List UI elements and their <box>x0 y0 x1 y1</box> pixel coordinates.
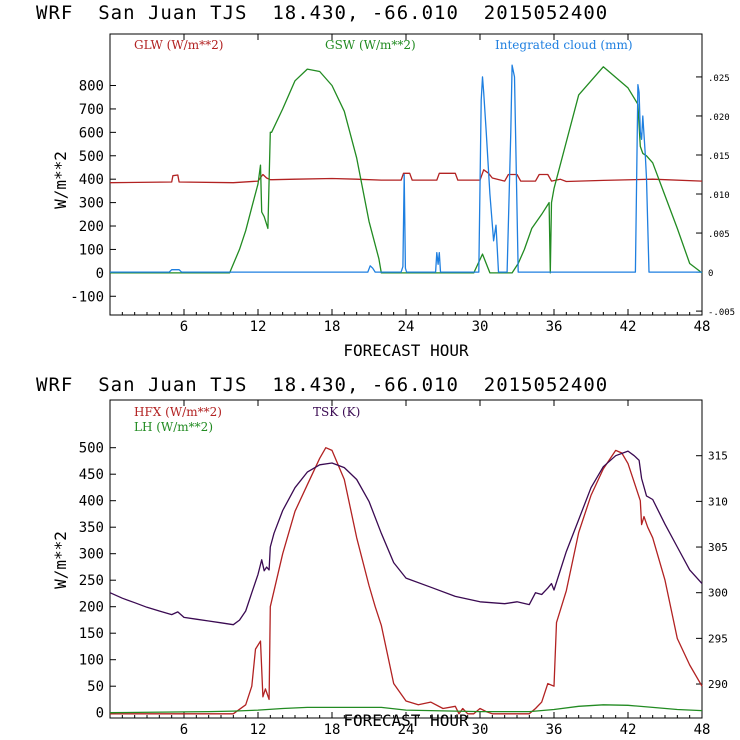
y-tick-label: 300 <box>79 196 104 212</box>
legend-glw: GLW (W/m**2) <box>134 38 223 52</box>
x-tick-label: 24 <box>398 319 415 335</box>
series-line-2 <box>110 64 702 273</box>
y-axis-label: W/m**2 <box>51 531 70 589</box>
axis-ticks: 6 12 18 24 30 36 42 48 0 50 100 150 200 250 300 350 400 4… <box>79 400 728 738</box>
chart-title-bottom: WRF San Juan TJS 18.430, -66.010 2015052… <box>36 374 609 396</box>
series-line-0 <box>109 169 703 184</box>
y-tick-label: 300 <box>79 547 104 563</box>
series-group <box>109 64 703 274</box>
legend-hfx: HFX (W/m**2) <box>134 405 222 419</box>
plot-frame <box>109 399 703 719</box>
x-tick-label: 6 <box>180 722 188 738</box>
legend-tsk: TSK (K) <box>313 405 360 419</box>
y-tick-label: 150 <box>79 626 104 642</box>
x-tick-label: 12 <box>250 319 267 335</box>
y-tick-label: 50 <box>87 679 104 695</box>
series-line-2 <box>109 450 703 626</box>
y-tick-label: 400 <box>79 172 104 188</box>
series-line-1 <box>109 704 703 714</box>
y2-tick-label: .010 <box>708 191 730 201</box>
y2-tick-label: 0 <box>708 269 713 279</box>
y-tick-label: 0 <box>96 266 104 282</box>
x-axis-label: FORECAST HOUR <box>343 711 469 730</box>
y-tick-label: 200 <box>79 219 104 235</box>
y-tick-label: 450 <box>79 467 104 483</box>
y2-tick-label: 315 <box>708 450 728 463</box>
x-tick-label: 42 <box>620 722 637 738</box>
x-tick-label: 42 <box>620 319 637 335</box>
x-tick-label: 30 <box>472 722 489 738</box>
y2-tick-label: 300 <box>708 587 728 600</box>
y-tick-label: 200 <box>79 600 104 616</box>
y2-tick-label: .015 <box>708 152 730 162</box>
x-tick-label: 12 <box>250 722 267 738</box>
series-line-1 <box>110 66 703 274</box>
x-tick-label: 6 <box>180 319 188 335</box>
legend-cloud: Integrated cloud (mm) <box>495 38 633 52</box>
y2-tick-label: 310 <box>708 495 728 508</box>
y-tick-label: 800 <box>79 79 104 95</box>
y-tick-label: 600 <box>79 125 104 141</box>
series-line-0 <box>110 447 703 715</box>
y2-tick-label: .025 <box>708 74 730 84</box>
series-group <box>109 447 703 715</box>
x-tick-label: 36 <box>546 722 563 738</box>
chart-title-top: WRF San Juan TJS 18.430, -66.010 2015052… <box>36 2 609 24</box>
x-tick-label: 18 <box>324 722 341 738</box>
y-tick-label: 0 <box>96 706 104 722</box>
y2-tick-label: 295 <box>708 632 728 645</box>
legend-gsw: GSW (W/m**2) <box>325 38 416 52</box>
y-tick-label: 100 <box>79 242 104 258</box>
x-tick-label: 36 <box>546 319 563 335</box>
x-axis-label: FORECAST HOUR <box>343 341 469 360</box>
x-tick-label: 18 <box>324 319 341 335</box>
chart-bottom: 6 12 18 24 30 36 42 48 0 50 100 150 200 250 300 350 400 4… <box>51 399 728 738</box>
y-tick-label: 250 <box>79 573 104 589</box>
y-tick-label: 400 <box>79 494 104 510</box>
y-tick-label: 100 <box>79 653 104 669</box>
axis-ticks: 6 12 18 24 30 36 42 48 -100 0 100 200 300 400 500 600 70… <box>70 34 735 335</box>
x-tick-label: 30 <box>472 319 489 335</box>
y-tick-label: 350 <box>79 520 104 536</box>
y-tick-label: 500 <box>79 441 104 457</box>
y2-tick-label: .020 <box>708 113 730 123</box>
chart-top: 6 12 18 24 30 36 42 48 -100 0 100 200 300 400 500 600 70… <box>51 33 735 360</box>
y2-tick-label: 290 <box>708 678 728 691</box>
x-tick-label: 48 <box>694 319 711 335</box>
y-tick-label: 500 <box>79 149 104 165</box>
y2-tick-label: -.005 <box>708 308 735 318</box>
y2-tick-label: .005 <box>708 230 730 240</box>
y-tick-label: 700 <box>79 102 104 118</box>
y2-tick-label: 305 <box>708 541 728 554</box>
y-tick-label: -100 <box>70 289 104 305</box>
x-tick-label: 24 <box>398 722 415 738</box>
x-tick-label: 48 <box>694 722 711 738</box>
legend-lh: LH (W/m**2) <box>134 420 213 434</box>
y-axis-label: W/m**2 <box>51 151 70 209</box>
